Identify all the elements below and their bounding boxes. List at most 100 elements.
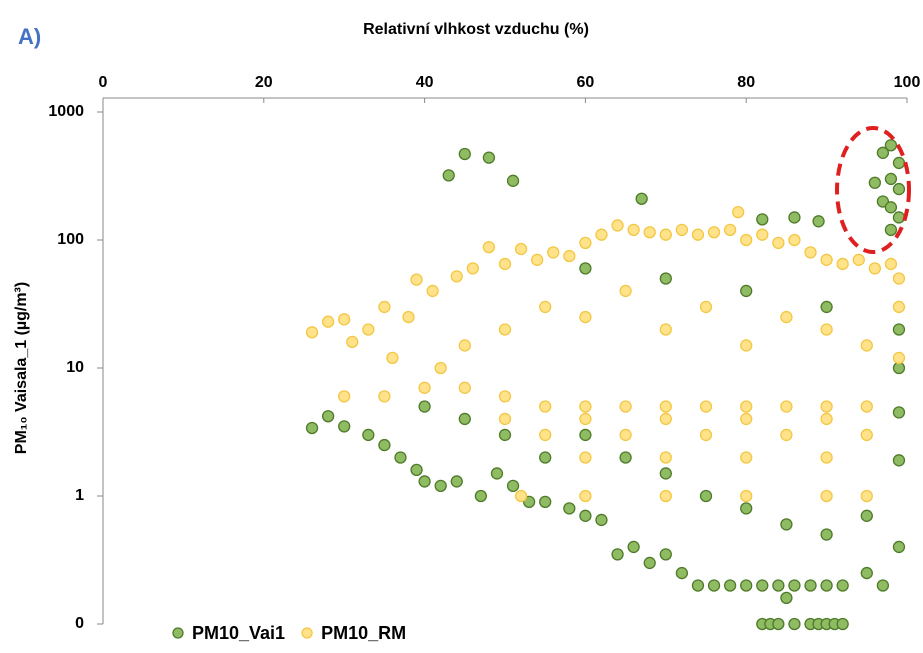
point [788, 579, 801, 592]
point [362, 428, 375, 442]
point [892, 323, 906, 336]
point [820, 323, 833, 336]
point [804, 246, 817, 259]
point [820, 489, 833, 503]
point [498, 412, 512, 426]
point [788, 617, 801, 631]
y-axis-title: PM₁₀ Vaisala_1 (µg/m³) [13, 282, 30, 454]
point [595, 513, 608, 527]
point [579, 236, 592, 250]
point [458, 412, 471, 426]
point [876, 579, 890, 592]
point [707, 579, 721, 592]
x-tick-label: 80 [737, 74, 755, 91]
point [860, 509, 873, 522]
point [418, 381, 431, 394]
point [418, 475, 431, 488]
point [723, 579, 737, 592]
point [892, 361, 906, 375]
point [772, 579, 785, 592]
point [482, 151, 496, 164]
point [498, 323, 512, 336]
point [691, 228, 705, 241]
point [450, 270, 463, 283]
x-tick-label: 40 [416, 74, 434, 91]
point [820, 412, 833, 426]
point [611, 219, 624, 232]
point [659, 451, 672, 464]
point [892, 540, 906, 554]
point [659, 467, 672, 480]
point [892, 182, 906, 196]
point [579, 489, 592, 503]
point [892, 351, 906, 365]
legend-label: PM10_Vai1 [192, 623, 285, 643]
y-tick-label: 0 [75, 615, 84, 632]
point [740, 489, 753, 503]
point [707, 226, 721, 239]
x-tick-label: 60 [577, 74, 595, 91]
point [868, 262, 881, 275]
point [740, 412, 753, 426]
point [788, 233, 801, 247]
x-tick-label: 20 [255, 74, 273, 91]
point [780, 400, 793, 413]
point [539, 451, 552, 464]
x-tick-label: 100 [894, 74, 921, 91]
point [659, 548, 672, 561]
point [740, 284, 753, 298]
point [836, 257, 849, 271]
point [619, 284, 632, 298]
point [852, 253, 865, 266]
point [563, 502, 576, 515]
point [740, 233, 753, 247]
point [788, 211, 801, 224]
point [466, 262, 479, 275]
point [659, 272, 672, 285]
legend-marker [301, 627, 313, 639]
point [579, 509, 592, 522]
point [627, 223, 640, 237]
point [723, 223, 737, 237]
point [579, 412, 592, 426]
y-tick-label: 100 [57, 231, 84, 248]
point [780, 518, 793, 531]
point [458, 147, 471, 161]
point [378, 300, 391, 314]
point [699, 489, 713, 503]
point [305, 421, 319, 435]
point [820, 579, 833, 592]
point [772, 617, 785, 631]
point [884, 201, 898, 214]
point [756, 579, 769, 592]
point [531, 253, 544, 266]
point [884, 172, 898, 186]
point [506, 479, 520, 493]
point [498, 428, 512, 442]
point [860, 566, 873, 580]
point [659, 489, 672, 503]
point [860, 339, 873, 352]
point [611, 548, 624, 561]
legend-label: PM10_RM [321, 623, 406, 643]
point [659, 400, 672, 413]
point [378, 438, 391, 452]
point [458, 381, 471, 394]
point [820, 300, 833, 314]
point [675, 566, 689, 580]
point [579, 428, 592, 442]
point [434, 479, 447, 493]
point [362, 323, 375, 336]
point [619, 400, 632, 413]
point [321, 410, 335, 423]
point [394, 451, 407, 464]
point [563, 249, 576, 263]
point [860, 428, 873, 442]
point [892, 272, 906, 285]
point [892, 300, 906, 314]
point [498, 257, 512, 271]
point [539, 400, 552, 413]
point [539, 300, 552, 314]
point [836, 617, 849, 631]
point [410, 273, 423, 286]
